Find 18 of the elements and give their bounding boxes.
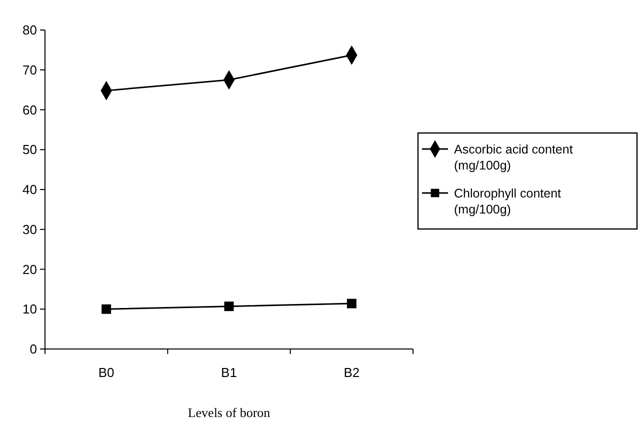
legend-label: Chlorophyll content (mg/100g) (454, 186, 562, 216)
y-tick-label: 0 (30, 342, 37, 357)
y-tick-label: 20 (22, 262, 37, 277)
x-tick-label: B0 (98, 365, 114, 380)
y-tick-label: 60 (22, 102, 37, 118)
y-tick-label: 70 (22, 62, 37, 78)
x-tick-label: B1 (221, 365, 237, 380)
y-tick-label: 80 (22, 22, 37, 38)
point (224, 302, 234, 312)
point (102, 304, 112, 314)
y-tick-label: 10 (22, 302, 37, 317)
y-tick-label: 30 (22, 222, 37, 237)
x-axis-title: Levels of boron (188, 405, 271, 420)
x-tick-label: B2 (344, 365, 360, 380)
y-tick-label: 50 (22, 142, 37, 158)
point (346, 298, 356, 308)
y-tick-label: 40 (22, 182, 37, 198)
legend-label: Ascorbic acid content (mg/100g) (454, 142, 574, 172)
